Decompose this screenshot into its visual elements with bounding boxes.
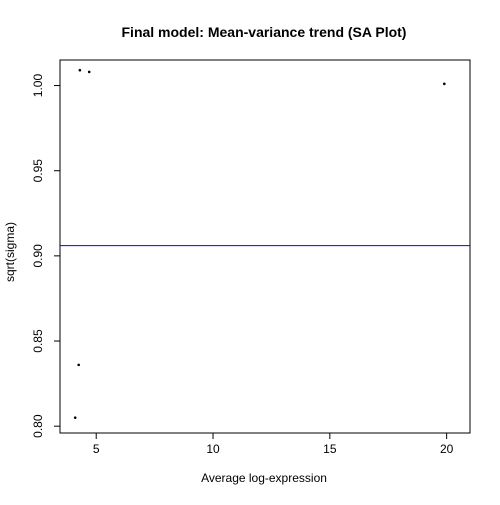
y-tick-label: 0.85 <box>31 329 45 353</box>
data-points <box>73 68 446 419</box>
data-point <box>78 68 82 72</box>
x-tick-label: 15 <box>323 442 337 456</box>
data-point <box>73 416 77 419</box>
data-point <box>77 363 80 367</box>
y-axis-label: sqrt(sigma) <box>3 222 17 282</box>
chart-title: Final model: Mean-variance trend (SA Plo… <box>122 24 407 40</box>
data-point <box>443 82 446 86</box>
x-tick-label: 5 <box>93 442 100 456</box>
y-tick-label: 0.90 <box>31 244 45 268</box>
y-axis-ticks: 0.80 0.85 0.90 0.95 1.00 <box>31 74 60 438</box>
plot-frame <box>59 59 471 434</box>
y-tick-label: 0.80 <box>31 414 45 438</box>
data-point <box>87 70 91 74</box>
x-axis-ticks: 5 10 15 20 <box>93 433 454 456</box>
x-axis-label: Average log-expression <box>201 471 327 485</box>
x-tick-label: 20 <box>440 442 454 456</box>
y-tick-label: 1.00 <box>31 74 45 98</box>
y-tick-label: 0.95 <box>31 159 45 183</box>
x-tick-label: 10 <box>206 442 220 456</box>
